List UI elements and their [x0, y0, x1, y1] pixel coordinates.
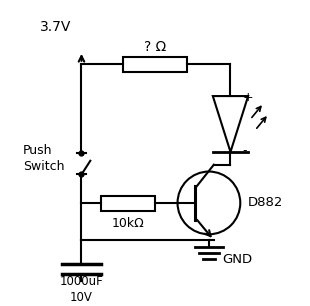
Polygon shape	[213, 96, 248, 152]
Text: GND: GND	[223, 253, 253, 266]
Bar	[123, 57, 187, 72]
Text: D882: D882	[248, 196, 284, 209]
Text: 10kΩ: 10kΩ	[111, 217, 144, 230]
Text: -: -	[242, 144, 247, 157]
Text: ? Ω: ? Ω	[144, 40, 166, 54]
Text: 1000uF
10V: 1000uF 10V	[60, 275, 103, 304]
Circle shape	[178, 172, 240, 234]
Text: Push
Switch: Push Switch	[23, 144, 64, 173]
Bar	[101, 196, 155, 211]
Text: 3.7V: 3.7V	[40, 21, 72, 35]
Text: +: +	[242, 91, 253, 104]
